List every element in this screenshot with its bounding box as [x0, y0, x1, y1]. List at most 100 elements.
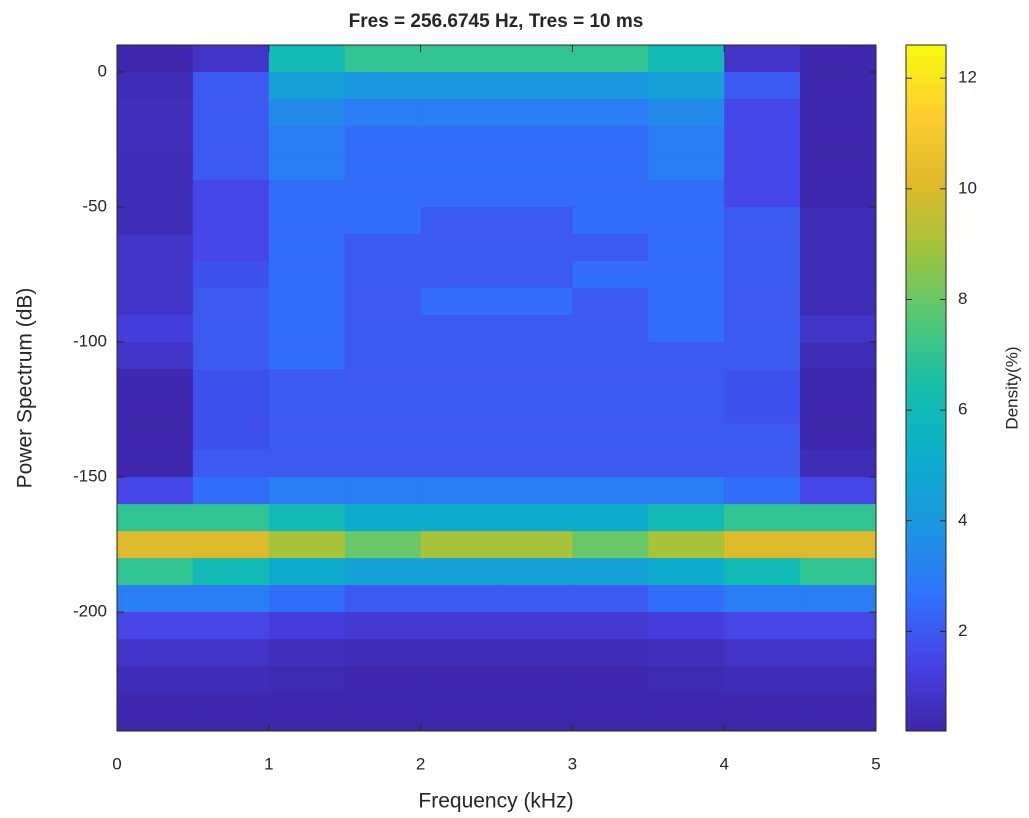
density-cell [724, 99, 801, 127]
density-cell [117, 234, 194, 262]
density-cell [192, 369, 270, 397]
density-cell [648, 153, 725, 181]
density-cell [496, 207, 573, 235]
density-cell [268, 450, 346, 478]
density-cell [268, 477, 346, 505]
density-cell [420, 558, 497, 586]
density-cell [572, 504, 649, 532]
density-cell [724, 477, 801, 505]
density-cell [496, 315, 573, 343]
density-cell [572, 477, 649, 505]
colorbar-tick-label: 6 [958, 400, 967, 419]
density-cell [420, 261, 497, 289]
density-cell [496, 288, 573, 316]
density-cell [420, 45, 497, 73]
density-cell [192, 450, 270, 478]
density-cell [192, 504, 270, 532]
density-cell [344, 234, 422, 262]
density-cell [192, 558, 270, 586]
density-cell [268, 423, 346, 451]
density-cell [117, 477, 194, 505]
density-cell [800, 423, 877, 451]
density-cell [648, 45, 725, 73]
y-tick-label: -100 [73, 332, 107, 351]
density-cell [572, 207, 649, 235]
density-cell [572, 531, 649, 559]
density-cell [420, 585, 497, 613]
density-cell [420, 693, 497, 721]
density-cell [800, 558, 877, 586]
x-axis-label: Frequency (kHz) [418, 790, 573, 813]
density-cell [572, 126, 649, 154]
density-cell [572, 180, 649, 208]
density-cell [496, 612, 573, 640]
density-cell [192, 180, 270, 208]
density-cell [724, 558, 801, 586]
density-cell [117, 423, 194, 451]
density-cell [572, 369, 649, 397]
density-cell [117, 450, 194, 478]
density-cell [800, 585, 877, 613]
density-cell [648, 396, 725, 424]
density-cell [344, 585, 422, 613]
density-cell [648, 207, 725, 235]
y-tick-label: -50 [82, 197, 107, 216]
density-cell [420, 639, 497, 667]
density-cell [724, 585, 801, 613]
density-cell [192, 423, 270, 451]
density-cell [117, 207, 194, 235]
density-cell [268, 315, 346, 343]
density-cell [496, 585, 573, 613]
density-cell [800, 45, 877, 73]
density-cell [192, 234, 270, 262]
density-cell [724, 369, 801, 397]
density-cell [572, 585, 649, 613]
density-cell [572, 72, 649, 100]
density-cell [496, 369, 573, 397]
density-cell [572, 315, 649, 343]
density-cell [344, 153, 422, 181]
density-cell [192, 153, 270, 181]
density-cell [268, 261, 346, 289]
density-cell [800, 477, 877, 505]
density-cell [420, 666, 497, 694]
density-cell [117, 612, 194, 640]
density-cell [268, 504, 346, 532]
density-cell [724, 72, 801, 100]
density-cell [496, 72, 573, 100]
density-cell [192, 342, 270, 370]
density-cell [800, 531, 877, 559]
density-cell [724, 153, 801, 181]
density-cell [800, 99, 877, 127]
density-cell [192, 45, 270, 73]
density-cell [344, 558, 422, 586]
density-cell [344, 396, 422, 424]
density-cell [420, 153, 497, 181]
density-cell [268, 585, 346, 613]
density-cell [420, 342, 497, 370]
density-cell [192, 477, 270, 505]
density-cell [648, 369, 725, 397]
density-cell [344, 423, 422, 451]
chart-title: Fres = 256.6745 Hz, Tres = 10 ms [349, 11, 644, 32]
density-cell [344, 612, 422, 640]
density-cell [800, 288, 877, 316]
colorbar-tick-label: 10 [958, 178, 977, 197]
density-cell [192, 126, 270, 154]
density-cell [192, 288, 270, 316]
density-cell [572, 45, 649, 73]
density-cell [344, 639, 422, 667]
density-cell [420, 369, 497, 397]
density-cell [344, 72, 422, 100]
density-cell [344, 693, 422, 721]
density-cell [344, 126, 422, 154]
density-cell [648, 693, 725, 721]
density-cell [192, 639, 270, 667]
density-cell [800, 396, 877, 424]
density-cell [117, 315, 194, 343]
x-tick-label: 5 [871, 754, 880, 773]
density-cell [572, 423, 649, 451]
y-axis-label: Power Spectrum (dB) [14, 288, 37, 489]
density-cell [572, 666, 649, 694]
